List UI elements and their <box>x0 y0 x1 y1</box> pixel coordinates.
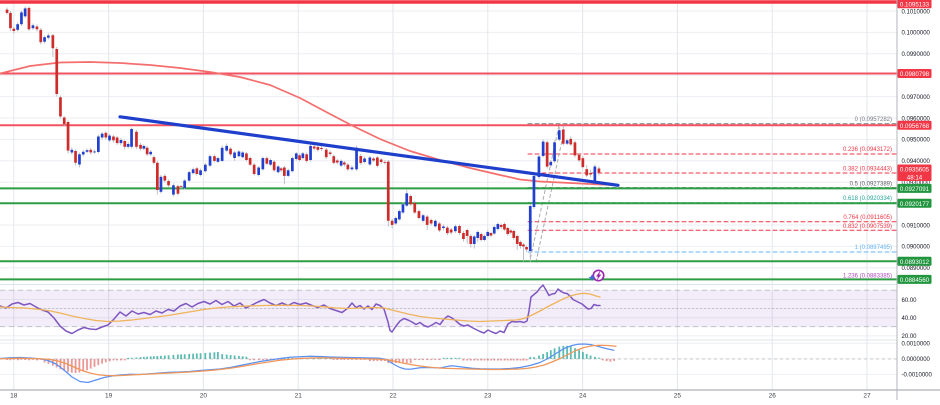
svg-text:0.0960000: 0.0960000 <box>902 116 931 122</box>
svg-text:0.0935605: 0.0935605 <box>900 167 930 174</box>
svg-text:24: 24 <box>579 393 587 400</box>
svg-text:48:14: 48:14 <box>907 174 923 181</box>
svg-text:0.0980798: 0.0980798 <box>900 71 930 78</box>
svg-text:0.1010000: 0.1010000 <box>902 9 931 15</box>
svg-text:0.382 (0.0934443): 0.382 (0.0934443) <box>843 167 892 173</box>
svg-text:40.00: 40.00 <box>902 316 918 322</box>
svg-text:1 (0.0897495): 1 (0.0897495) <box>855 245 892 251</box>
svg-text:0.0940000: 0.0940000 <box>902 159 931 165</box>
svg-text:0.0990000: 0.0990000 <box>902 52 931 58</box>
svg-text:27: 27 <box>863 393 871 400</box>
svg-text:1.236 (0.0883385): 1.236 (0.0883385) <box>843 273 892 279</box>
svg-text:0.1000000: 0.1000000 <box>902 31 931 37</box>
svg-text:0.0884560: 0.0884560 <box>900 277 930 284</box>
svg-text:20.00: 20.00 <box>902 334 918 340</box>
svg-text:18: 18 <box>10 393 18 400</box>
svg-text:0.0893012: 0.0893012 <box>900 259 930 266</box>
svg-text:0.0927091: 0.0927091 <box>900 186 930 193</box>
svg-text:0.0910000: 0.0910000 <box>902 223 931 229</box>
svg-text:22: 22 <box>389 393 397 400</box>
svg-text:0.0956768: 0.0956768 <box>900 123 930 130</box>
svg-text:0.0970000: 0.0970000 <box>902 95 931 101</box>
svg-text:60.00: 60.00 <box>902 298 918 304</box>
svg-text:23: 23 <box>484 393 492 400</box>
svg-text:0.0000000: 0.0000000 <box>902 357 931 363</box>
svg-text:20: 20 <box>200 393 208 400</box>
svg-text:0.0900000: 0.0900000 <box>902 245 931 251</box>
svg-text:0.832 (0.0907539): 0.832 (0.0907539) <box>843 224 892 230</box>
svg-text:0.618 (0.0920334): 0.618 (0.0920334) <box>843 196 892 202</box>
svg-text:0.0890000: 0.0890000 <box>902 266 931 272</box>
svg-text:0.0920177: 0.0920177 <box>900 201 930 208</box>
svg-text:19: 19 <box>105 393 113 400</box>
svg-text:21: 21 <box>295 393 303 400</box>
svg-text:26: 26 <box>769 393 777 400</box>
svg-text:0.0950000: 0.0950000 <box>902 138 931 144</box>
svg-text:0.0930000: 0.0930000 <box>902 181 931 187</box>
svg-text:25: 25 <box>674 393 682 400</box>
svg-text:0 (0.0957282): 0 (0.0957282) <box>855 117 892 123</box>
svg-text:0.1095133: 0.1095133 <box>900 1 930 8</box>
svg-text:0.236 (0.0943172): 0.236 (0.0943172) <box>843 147 892 153</box>
svg-text:-0.0010000: -0.0010000 <box>902 373 933 379</box>
svg-text:0.764 (0.0911605): 0.764 (0.0911605) <box>843 215 892 221</box>
svg-text:0.5 (0.0927389): 0.5 (0.0927389) <box>850 182 892 188</box>
svg-text:0.0010000: 0.0010000 <box>902 342 931 348</box>
